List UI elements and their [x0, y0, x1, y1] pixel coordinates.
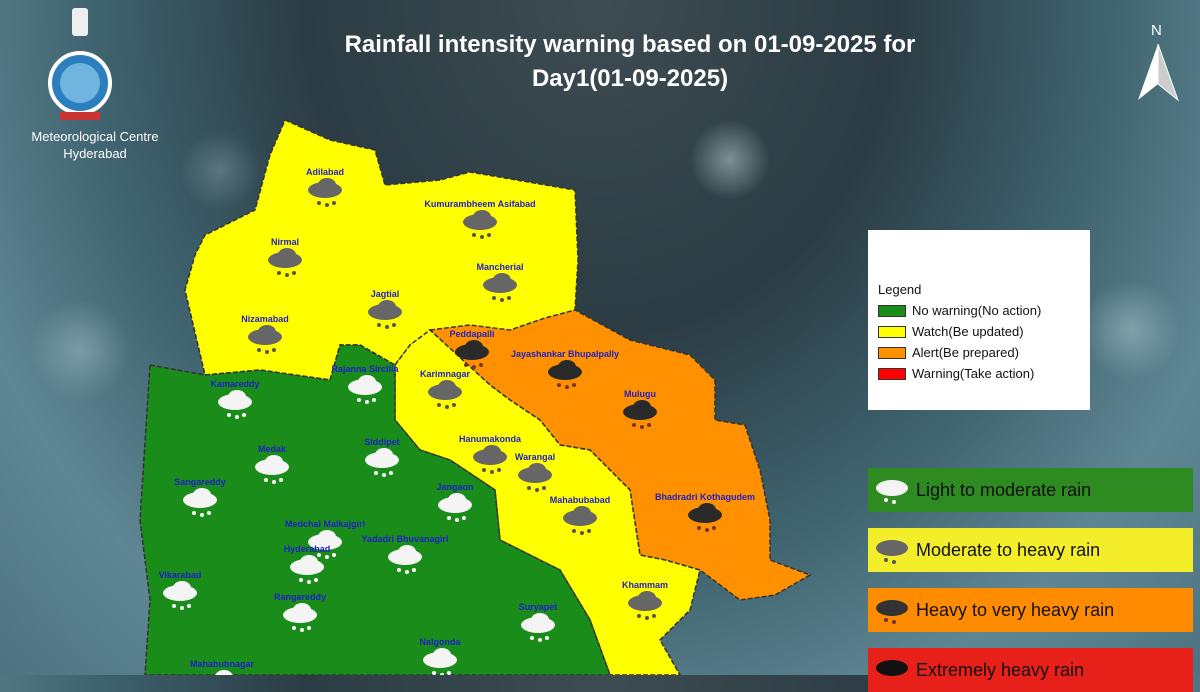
category-heavy-to-very-heavy: Heavy to very heavy rain — [868, 588, 1193, 632]
title-line1: Rainfall intensity warning based on 01-0… — [344, 31, 916, 58]
district-label: Kamareddy — [210, 379, 259, 389]
moderate-rain-cloud-icon — [563, 506, 597, 535]
legend-label: Watch(Be updated) — [912, 324, 1024, 339]
light-rain-cloud-icon — [283, 603, 317, 632]
district-label: Khammam — [622, 580, 668, 590]
heavy-rain-cloud-icon — [623, 400, 657, 429]
light-rain-cloud-icon — [348, 375, 382, 404]
district-label: Nalgonda — [419, 637, 461, 647]
district-label: Vikarabad — [159, 570, 202, 580]
district-label: Mulugu — [624, 389, 656, 399]
district-label: Rangareddy — [274, 592, 326, 602]
light-rain-cloud-icon — [388, 545, 422, 574]
swatch — [878, 367, 906, 380]
district-label: Mancherial — [476, 262, 523, 272]
district-label: Medchal Malkajgiri — [285, 519, 365, 529]
extreme-rain-cloud-icon — [868, 654, 916, 686]
light-rain-cloud-icon — [163, 581, 197, 610]
district-label: Nirmal — [271, 237, 299, 247]
district-label: Nizamabad — [241, 314, 289, 324]
org-line1: Meteorological Centre — [31, 129, 159, 144]
page-title: Rainfall intensity warning based on 01-0… — [210, 28, 1050, 96]
region-watch-north — [184, 119, 579, 381]
district-label: Mahabubabad — [550, 495, 611, 505]
legend-panel: Legend No warning(No action) Watch(Be up… — [868, 230, 1090, 410]
light-rain-cloud-icon — [218, 390, 252, 419]
district-label: Rajanna Sircilla — [331, 364, 399, 374]
swatch — [878, 346, 906, 359]
light-rain-cloud-icon — [255, 455, 289, 484]
legend-title: Legend — [878, 282, 922, 297]
legend-label: No warning(No action) — [912, 303, 1042, 318]
district-label: Bhadradri Kothagudem — [655, 492, 755, 502]
light-rain-cloud-icon — [365, 448, 399, 477]
legend-item-warning: Warning(Take action) — [878, 363, 1080, 384]
moderate-rain-cloud-icon — [428, 380, 462, 409]
category-label: Light to moderate rain — [916, 479, 1092, 500]
title-line2: Day1(01-09-2025) — [531, 65, 729, 92]
category-label: Moderate to heavy rain — [916, 539, 1101, 560]
district-label: Hanumakonda — [459, 434, 522, 444]
north-arrow-icon: N — [1133, 22, 1183, 102]
heavy-rain-cloud-icon — [868, 594, 916, 626]
district-label: Peddapalli — [449, 329, 494, 339]
light-rain-cloud-icon — [868, 474, 916, 506]
category-label: Extremely heavy rain — [916, 659, 1085, 680]
moderate-rain-cloud-icon — [628, 591, 662, 620]
imd-logo — [48, 8, 112, 120]
district-label: Adilabad — [306, 167, 344, 177]
heavy-rain-cloud-icon — [688, 503, 722, 532]
district-label: Mahabubnagar — [190, 659, 255, 669]
light-rain-cloud-icon — [290, 555, 324, 584]
category-extremely-heavy: Extremely heavy rain — [868, 648, 1193, 692]
org-line2: Hyderabad — [63, 146, 127, 161]
district-label: Sangareddy — [174, 477, 226, 487]
moderate-rain-cloud-icon — [868, 534, 916, 566]
category-moderate-to-heavy: Moderate to heavy rain — [868, 528, 1193, 572]
telangana-map: Adilabad Kumurambheem Asifabad Nirmal Manch… — [139, 119, 812, 675]
light-rain-cloud-icon — [521, 613, 555, 642]
light-rain-cloud-icon — [438, 493, 472, 522]
heavy-rain-cloud-icon — [548, 360, 582, 389]
organization-name: Meteorological Centre Hyderabad — [0, 128, 190, 162]
region-no-warning — [139, 344, 611, 675]
moderate-rain-cloud-icon — [518, 463, 552, 492]
district-label: Jayashankar Bhupalpally — [511, 349, 619, 359]
heavy-rain-cloud-icon — [455, 340, 489, 369]
legend-item-watch: Watch(Be updated) — [878, 321, 1080, 342]
swatch — [878, 325, 906, 338]
category-label: Heavy to very heavy rain — [916, 599, 1115, 620]
district-label: Jagtial — [371, 289, 400, 299]
light-rain-cloud-icon — [183, 488, 217, 517]
moderate-rain-cloud-icon — [248, 325, 282, 354]
legend-item-alert: Alert(Be prepared) — [878, 342, 1080, 363]
district-label: Warangal — [515, 452, 555, 462]
district-label: Siddipet — [364, 437, 400, 447]
category-light-to-moderate: Light to moderate rain — [868, 468, 1193, 512]
legend-label: Warning(Take action) — [912, 366, 1035, 381]
moderate-rain-cloud-icon — [483, 273, 517, 302]
moderate-rain-cloud-icon — [463, 210, 497, 239]
light-rain-cloud-icon — [423, 648, 457, 675]
legend-item-no-warning: No warning(No action) — [878, 300, 1080, 321]
north-label: N — [1151, 22, 1162, 39]
moderate-rain-cloud-icon — [268, 248, 302, 277]
light-rain-cloud-icon — [308, 530, 342, 559]
moderate-rain-cloud-icon — [308, 178, 342, 207]
district-label: Karimnagar — [420, 369, 471, 379]
district-label: Yadadri Bhuvanagiri — [361, 534, 448, 544]
moderate-rain-cloud-icon — [473, 445, 507, 474]
district-label: Jangaon — [436, 482, 473, 492]
district-label: Hyderabad — [284, 544, 331, 554]
swatch — [878, 304, 906, 317]
district-label: Kumurambheem Asifabad — [424, 199, 535, 209]
district-label: Medak — [258, 444, 287, 454]
legend-label: Alert(Be prepared) — [912, 345, 1019, 360]
moderate-rain-cloud-icon — [368, 300, 402, 329]
district-label: Suryapet — [519, 602, 558, 612]
